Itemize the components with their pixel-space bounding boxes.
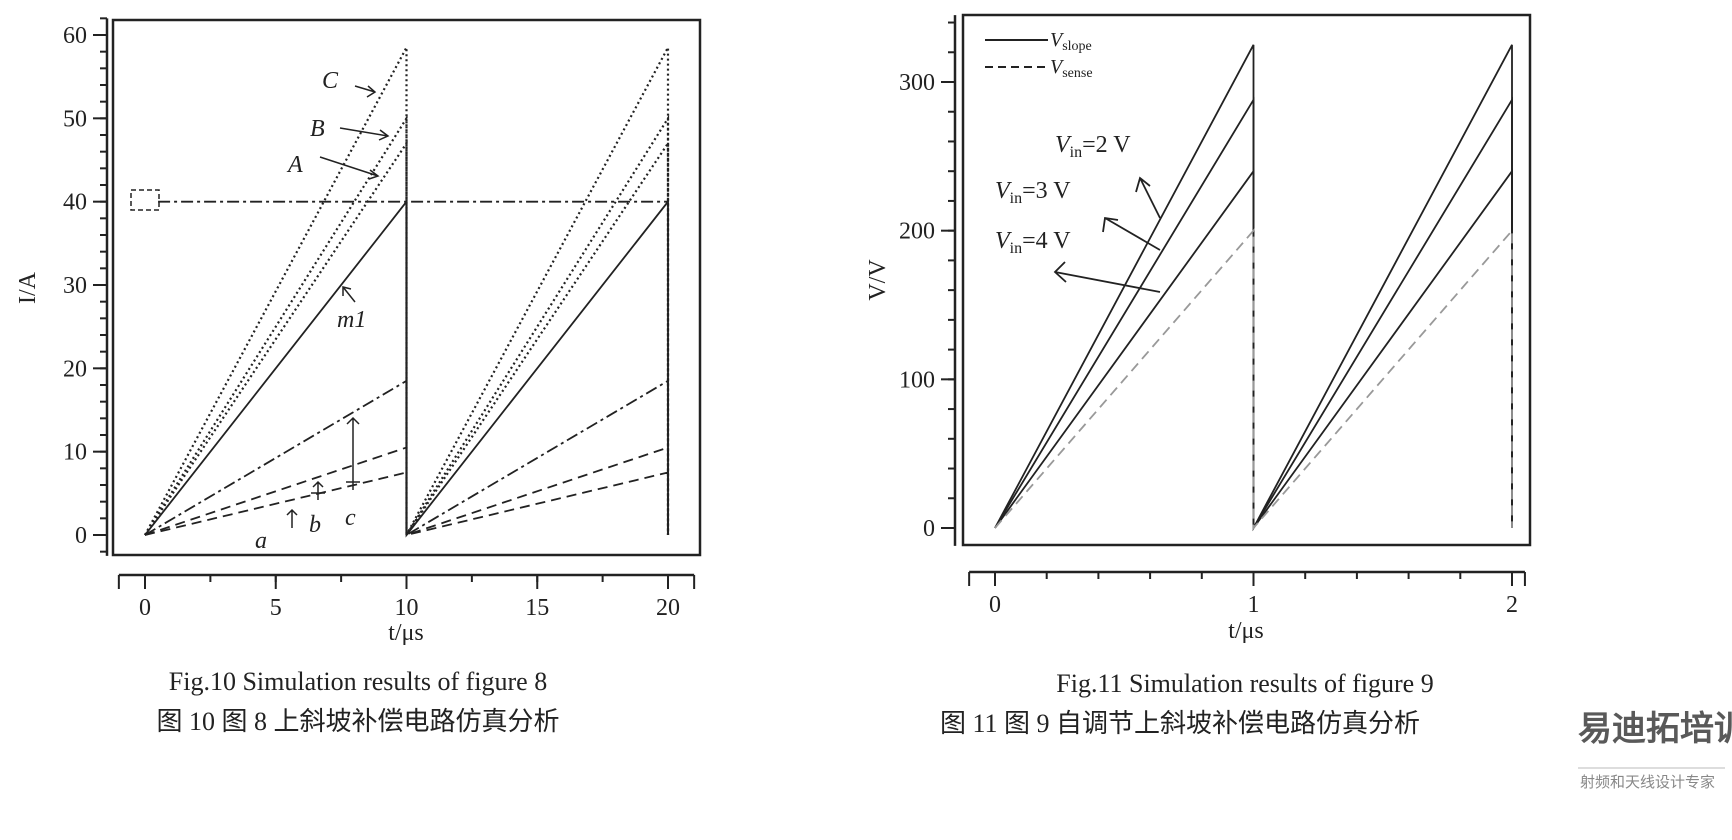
series-line-m1 bbox=[144, 199, 669, 538]
label-m1: m1 bbox=[337, 307, 366, 333]
marker-box bbox=[130, 189, 160, 211]
series-line-vsense bbox=[994, 228, 1513, 531]
fig10-annotations bbox=[286, 85, 390, 528]
chart-fig11: 0 100 200 300 0 1 2 bbox=[899, 13, 1532, 618]
y-tick-label: 20 bbox=[63, 356, 87, 382]
fig11-annotations bbox=[1053, 176, 1161, 293]
caption-fig11-en: Fig.11 Simulation results of figure 9 bbox=[1056, 669, 1433, 698]
arrow-B bbox=[339, 127, 390, 141]
label-a: a bbox=[255, 528, 267, 554]
label-A: A bbox=[286, 152, 303, 178]
caption-fig10-en: Fig.10 Simulation results of figure 8 bbox=[169, 667, 547, 696]
plot-frame bbox=[111, 18, 702, 557]
label-vin2: Vin=2 V bbox=[1055, 132, 1131, 161]
x-tick-label: 0 bbox=[989, 592, 1001, 618]
y-axis-label-fig11: V/V bbox=[865, 259, 891, 301]
y-tick-label: 60 bbox=[63, 23, 87, 49]
y-tick-label: 10 bbox=[63, 440, 87, 466]
watermark-logo: 易迪拓培训 bbox=[1578, 709, 1732, 749]
arrow-A bbox=[319, 156, 380, 180]
label-B: B bbox=[310, 116, 325, 142]
arrow-b bbox=[311, 480, 325, 500]
legend-label-slope: Vslope bbox=[1050, 29, 1092, 54]
series-line-c bbox=[144, 379, 669, 537]
series-line-b bbox=[144, 446, 669, 537]
x-tick-label: 5 bbox=[270, 595, 282, 621]
label-C: C bbox=[322, 68, 339, 94]
x-tick-label: 10 bbox=[395, 595, 419, 621]
x-axis-label-fig11: t/μs bbox=[1228, 618, 1264, 644]
caption-fig11-cn: 图 11 图 9 自调节上斜坡补偿电路仿真分析 bbox=[940, 709, 1420, 738]
arrow-C bbox=[354, 85, 377, 98]
legend: Vslope Vsense bbox=[985, 29, 1093, 81]
y-tick-label: 40 bbox=[63, 190, 87, 216]
y-tick-label: 200 bbox=[899, 219, 935, 245]
x-tick-label: 20 bbox=[656, 595, 680, 621]
x-tick-label: 15 bbox=[525, 595, 549, 621]
y-tick-label: 0 bbox=[75, 523, 87, 549]
label-b: b bbox=[309, 512, 321, 538]
x-axis-label-fig10: t/μs bbox=[388, 620, 424, 646]
arrow-vin2 bbox=[1135, 176, 1161, 219]
legend-label-sense: Vsense bbox=[1050, 56, 1093, 81]
y-axis-label-fig10: I/A bbox=[15, 271, 41, 304]
arrow-c bbox=[346, 416, 360, 490]
y-tick-label: 100 bbox=[899, 367, 935, 393]
arrow-a bbox=[286, 508, 298, 528]
y-tick-label: 300 bbox=[899, 70, 935, 96]
x-tick-label: 2 bbox=[1506, 592, 1518, 618]
arrow-vin4 bbox=[1053, 261, 1161, 293]
arrow-vin3 bbox=[1102, 216, 1161, 251]
y-tick-label: 0 bbox=[923, 516, 935, 542]
caption-fig10-cn: 图 10 图 8 上斜坡补偿电路仿真分析 bbox=[156, 707, 559, 736]
chart-fig10: 0 10 20 30 40 50 60 0 5 10 15 20 bbox=[63, 17, 702, 621]
y-tick-label: 50 bbox=[63, 106, 87, 132]
arrow-m1 bbox=[342, 286, 356, 303]
label-c: c bbox=[345, 505, 356, 531]
label-vin4: Vin=4 V bbox=[995, 228, 1071, 257]
watermark-subtitle: 射频和天线设计专家 bbox=[1580, 773, 1715, 791]
x-tick-label: 1 bbox=[1248, 592, 1260, 618]
label-vin3: Vin=3 V bbox=[995, 178, 1071, 207]
plot-frame bbox=[961, 13, 1532, 547]
x-tick-label: 0 bbox=[139, 595, 151, 621]
y-tick-label: 30 bbox=[63, 273, 87, 299]
